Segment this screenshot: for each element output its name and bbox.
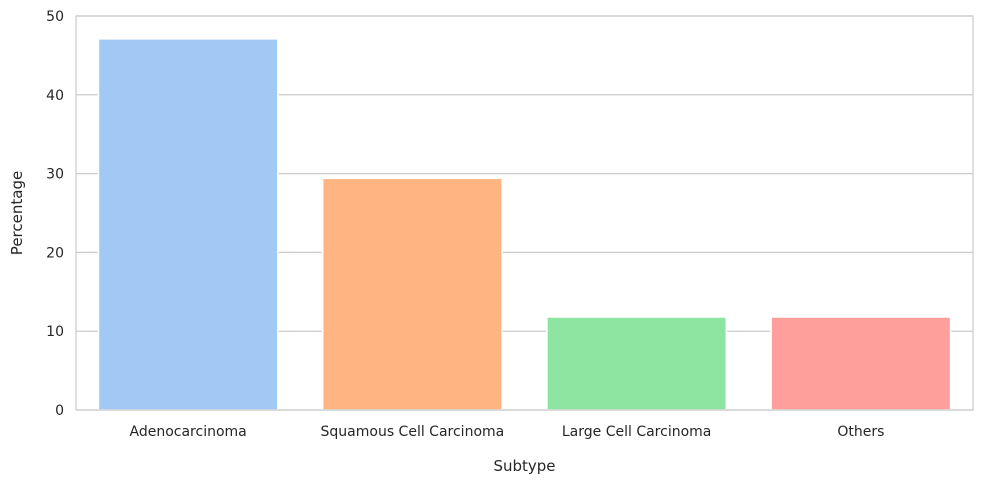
bar-squamous-cell-carcinoma	[321, 177, 503, 411]
plot-frame	[75, 15, 974, 411]
y-tick-labels: 0 10 20 30 40 50	[46, 9, 64, 419]
bars	[97, 38, 952, 411]
x-tick-labels: Adenocarcinoma Squamous Cell Carcinoma Lar…	[130, 424, 885, 440]
y-tick-label: 40	[46, 88, 64, 104]
x-tick-label: Others	[837, 424, 884, 440]
y-axis-label: Percentage	[8, 171, 26, 255]
y-tick-label: 50	[46, 9, 64, 25]
x-tick-label: Squamous Cell Carcinoma	[321, 424, 505, 440]
y-tick-label: 0	[55, 403, 64, 419]
y-tick-label: 20	[46, 245, 64, 261]
y-tick-label: 30	[46, 167, 64, 183]
bar-large-cell-carcinoma	[546, 316, 728, 411]
x-tick-label: Large Cell Carcinoma	[562, 424, 712, 440]
bar-others	[770, 316, 952, 411]
x-axis-label: Subtype	[493, 457, 555, 475]
y-tick-label: 10	[46, 324, 64, 340]
bar-adenocarcinoma	[97, 38, 279, 411]
x-tick-label: Adenocarcinoma	[130, 424, 247, 440]
